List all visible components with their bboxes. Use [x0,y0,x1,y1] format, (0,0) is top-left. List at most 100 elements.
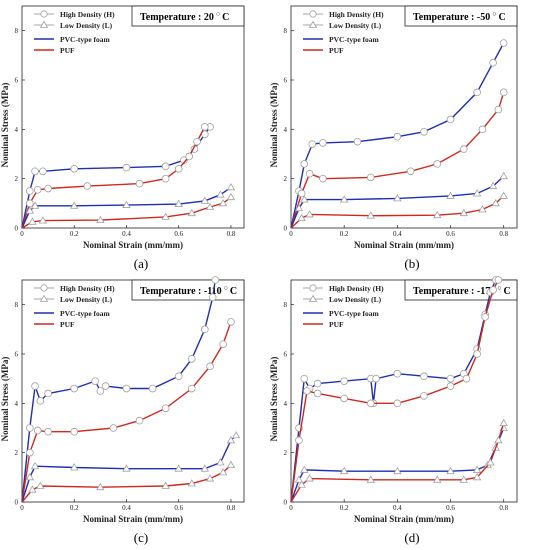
y-tick-label: 6 [15,351,19,359]
high-density-marker [366,173,375,182]
high-density-marker [96,387,105,395]
high-density-marker [473,350,481,358]
high-density-marker [206,362,214,371]
panel-caption: (c) [134,530,148,545]
low-density-marker [28,485,37,493]
low-density-marker [393,194,402,202]
temperature-box [131,279,245,301]
low-density-marker [200,464,210,472]
legend-low-density: Low Density (L) [60,21,113,30]
plot-frame [290,279,518,503]
high-density-marker [227,318,235,326]
low-density-marker [472,465,482,473]
x-axis-title: Nominal Strain (mm/mm) [354,240,454,250]
low-density-marker [218,199,228,207]
high-density-marker [201,123,209,131]
series-line-2 [21,434,237,503]
legend-triangle-marker [308,294,318,302]
low-density-marker [294,203,304,212]
series-line-2 [290,175,505,229]
high-density-marker [305,169,314,178]
degree-symbol: ○ [216,10,220,18]
degree-symbol: ○ [497,284,501,292]
high-density-marker [406,167,415,176]
plot-frame [290,5,518,229]
high-density-marker [208,293,217,302]
low-density-marker [294,475,304,483]
low-density-marker [488,181,498,189]
high-density-marker [446,382,455,390]
high-density-marker [193,137,201,146]
x-tick-label: 0.2 [70,230,79,238]
high-density-marker [366,399,375,408]
high-density-marker [31,167,39,176]
high-density-marker [481,313,489,321]
low-density-marker [218,468,228,476]
panel-caption: (d) [404,530,419,545]
high-density-marker [122,384,131,393]
high-density-marker [300,160,309,168]
low-density-marker [231,431,241,439]
high-density-marker [420,392,428,400]
high-density-marker [91,377,99,385]
high-density-marker [420,128,428,136]
low-density-marker [174,464,183,472]
y-tick-label: 2 [15,175,19,183]
x-tick-label: 0.4 [122,504,131,512]
high-density-marker [161,404,170,413]
y-tick-label: 8 [284,301,288,309]
low-density-marker [25,473,35,481]
legend-puf: PUF [60,320,75,329]
x-tick-label: 0 [20,504,24,512]
high-density-marker [460,145,468,153]
legend-triangle-marker [39,20,49,28]
low-density-marker [446,466,455,475]
chart-panel-2: 0 0.2 0.4 0.6 0.8 0 2 4 6 8 Nominal Strain (mm/mm)… [0,276,245,545]
x-tick-label: 0.8 [499,504,508,512]
x-tick-label: 0 [289,230,293,238]
legend-high-density: High Density (H) [60,10,115,19]
high-density-marker [135,179,144,188]
high-density-marker [319,139,327,147]
low-density-marker [226,192,236,201]
legend-pvc: PVC-type foam [329,35,380,44]
high-density-marker [340,377,348,385]
high-density-marker [201,325,209,334]
high-density-marker [161,162,170,171]
low-density-marker [30,201,40,209]
high-density-marker [83,182,92,190]
legend: High Density (H) Low Density (L) PVC-type … [303,10,384,55]
y-axis-title: Nominal Stress (MPa) [269,357,279,442]
high-density-marker [313,379,322,388]
high-density-marker [44,184,52,193]
high-density-marker [313,389,322,398]
y-tick-label: 8 [15,301,19,309]
high-density-marker [31,382,39,390]
high-density-marker [70,384,79,393]
high-density-marker [393,369,402,378]
high-density-marker [473,88,481,97]
high-density-marker [148,384,157,393]
high-density-marker [70,427,79,436]
low-density-marker [226,436,236,444]
low-density-marker [187,208,196,217]
low-density-marker [433,475,442,483]
y-tick-label: 8 [284,27,288,35]
high-density-marker [499,88,508,97]
y-tick-label: 4 [15,400,19,408]
chart-panel-1: 0 0.2 0.4 0.6 0.8 0 2 4 6 8 Nominal Strain (mm/mm)… [269,5,518,271]
legend: High Density (H) Low Density (L) PVC-type … [303,284,384,329]
low-density-marker [459,208,469,217]
high-density-marker [33,185,42,194]
low-density-marker [393,466,402,475]
legend-low-density: Low Density (L) [329,295,382,304]
legend-circle-marker [40,284,48,292]
low-density-marker [96,215,105,224]
series-line-2 [290,427,505,503]
x-tick-label: 0.4 [122,230,131,238]
high-density-marker [101,382,110,390]
high-density-marker [174,372,183,381]
legend-puf: PUF [329,320,344,329]
high-density-marker [372,374,380,383]
